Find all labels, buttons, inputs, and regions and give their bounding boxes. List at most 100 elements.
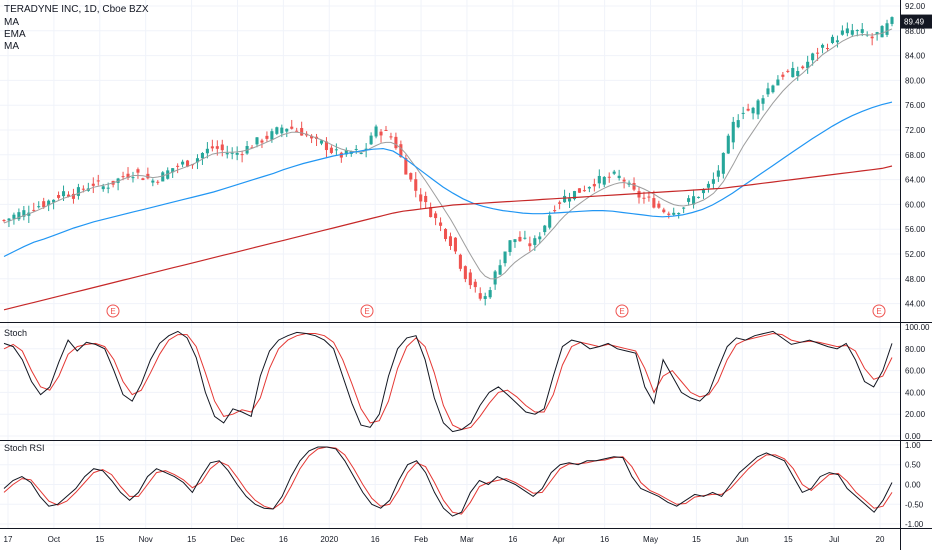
candle-body: [602, 176, 606, 185]
candle-body: [171, 168, 175, 173]
ma-short-line[interactable]: [3, 28, 893, 280]
candle-body: [42, 201, 46, 208]
stoch-pane[interactable]: [3, 330, 893, 433]
earnings-marker[interactable]: [360, 304, 374, 318]
candle-body: [890, 17, 894, 24]
stochrsi-tick-label: 1.00: [905, 441, 921, 450]
legend-ma-2[interactable]: MA: [4, 41, 19, 52]
candle-body: [409, 173, 413, 180]
candle-body: [622, 179, 626, 182]
price-tick-label: 52.00: [905, 250, 926, 259]
candle-body: [726, 135, 730, 154]
price-tick-label: 72.00: [905, 126, 926, 135]
candle-body: [379, 131, 383, 136]
candle-body: [811, 53, 815, 61]
candle-body: [776, 79, 780, 86]
candle-body: [57, 195, 61, 198]
legend-ma-1[interactable]: MA: [4, 17, 19, 28]
candle-body: [538, 236, 542, 240]
candle-body: [7, 218, 11, 221]
candle-body: [324, 141, 328, 151]
candle-body: [344, 149, 348, 155]
candle-body: [414, 179, 418, 191]
candle-body: [225, 153, 229, 155]
candle-body: [260, 140, 264, 143]
candle-body: [572, 191, 577, 200]
candle-body: [677, 213, 681, 215]
candle-body: [607, 176, 611, 178]
time-tick-label: 16: [371, 535, 380, 544]
candle-body: [136, 169, 140, 173]
candle-body: [716, 170, 720, 177]
stoch-label[interactable]: Stoch: [4, 328, 28, 338]
time-axis[interactable]: 17 Oct 15 Nov 15 Dec 16 2020 16 Feb Mar 16 Apr 16 May 1…: [4, 535, 885, 544]
candle-body: [731, 121, 735, 143]
candle-body: [592, 183, 596, 187]
candle-body: [215, 146, 219, 149]
candle-body: [131, 177, 135, 179]
candle-body: [76, 187, 80, 196]
candle-body: [121, 176, 125, 178]
candle-body: [696, 196, 701, 198]
candle-body: [761, 98, 765, 104]
candle-body: [825, 48, 830, 50]
candle-body: [419, 194, 423, 202]
candle-body: [885, 23, 889, 35]
stoch-tick-label: 100.00: [905, 323, 930, 332]
candle-body: [721, 152, 725, 174]
candlesticks[interactable]: [2, 16, 894, 306]
candle-body: [81, 188, 85, 190]
earnings-marker-label: E: [364, 307, 369, 316]
price-tick-label: 56.00: [905, 225, 926, 234]
earnings-marker-label: E: [876, 307, 881, 316]
candle-body: [741, 112, 745, 114]
candle-body: [835, 40, 839, 43]
candle-body: [52, 199, 56, 203]
candle-body: [637, 191, 641, 198]
candle-body: [692, 196, 696, 205]
price-tick-label: 48.00: [905, 275, 926, 284]
candle-body: [577, 188, 582, 193]
price-tick-label: 84.00: [905, 52, 926, 61]
earnings-marker[interactable]: [106, 304, 120, 318]
candle-body: [548, 215, 552, 228]
candle-body: [786, 70, 790, 72]
price-tick-label: 68.00: [905, 151, 926, 160]
candle-body: [71, 193, 75, 199]
time-tick-label: Jun: [736, 535, 749, 544]
candle-body: [448, 236, 453, 246]
candle-body: [582, 190, 586, 192]
earnings-marker-label: E: [619, 307, 624, 316]
candle-body: [880, 26, 884, 38]
candle-body: [816, 52, 820, 54]
candle-body: [280, 127, 284, 134]
candle-body: [329, 147, 333, 153]
earnings-marker[interactable]: [615, 304, 629, 318]
ma-long-path: [3, 165, 893, 311]
candle-body: [265, 135, 269, 139]
legend-ema[interactable]: EMA: [4, 29, 26, 40]
stochrsi-label[interactable]: Stoch RSI: [4, 443, 45, 453]
stochrsi-k-path: [3, 446, 893, 517]
candle-body: [319, 140, 324, 144]
time-tick-label: Dec: [230, 535, 244, 544]
time-tick-label: Apr: [553, 535, 566, 544]
candle-body: [746, 108, 750, 111]
candle-body: [558, 202, 562, 204]
symbol-title[interactable]: TERADYNE INC, 1D, Cboe BZX: [4, 4, 149, 15]
candle-body: [706, 183, 710, 188]
ma-long-line[interactable]: [3, 165, 893, 311]
grid-lines: [0, 0, 900, 528]
candle-body: [399, 144, 403, 158]
earnings-marker-label: E: [110, 307, 115, 316]
candle-body: [647, 196, 651, 198]
candle-body: [612, 171, 616, 174]
stochrsi-pane[interactable]: [3, 446, 893, 517]
candle-body: [439, 222, 443, 226]
stoch-tick-label: 0.00: [905, 432, 921, 441]
price-axis[interactable]: 92.00 88.00 84.00 80.00 76.00 72.00 68.00 64.00…: [901, 2, 932, 529]
earnings-marker[interactable]: [872, 304, 886, 318]
candle-body: [359, 152, 363, 154]
